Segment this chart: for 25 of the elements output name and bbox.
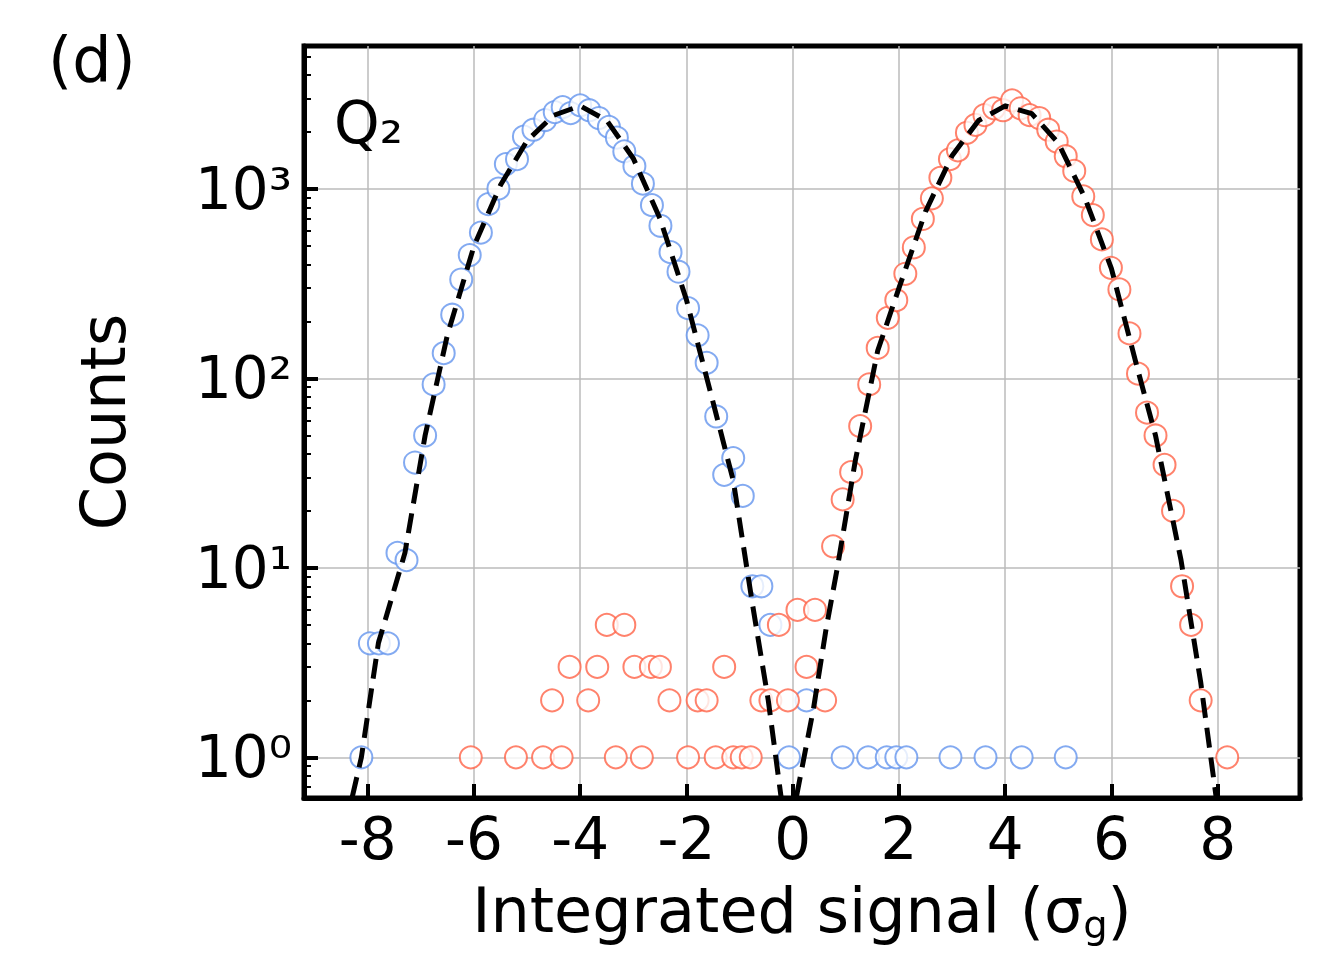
y-tick-label: 10³ (194, 155, 292, 224)
x-tick-label: 8 (1199, 805, 1237, 873)
point (1053, 745, 1078, 770)
y-tick-label: 10¹ (194, 533, 292, 602)
x-tick-label: 6 (1092, 805, 1130, 873)
annotation: Q₂ (334, 89, 403, 157)
point (894, 745, 919, 770)
x-tick-label: 0 (774, 805, 812, 873)
x-axis-title: Integrated signal (σg) (472, 874, 1132, 948)
x-tick-label: 2 (880, 805, 918, 873)
x-tick-label: -8 (338, 805, 397, 873)
y-tick-label: 10⁰ (194, 723, 292, 792)
x-tick-label: -6 (445, 805, 503, 873)
x-tick-label: -2 (657, 805, 716, 873)
point (749, 574, 774, 599)
point (830, 745, 855, 770)
point (777, 745, 801, 770)
y-tick-label: 10² (194, 344, 292, 413)
point (1009, 745, 1034, 770)
x-tick-label: -4 (551, 805, 610, 873)
point (973, 745, 998, 770)
x-tick-label: 4 (986, 805, 1024, 873)
text: (d) (48, 22, 136, 96)
point (938, 745, 963, 770)
y-axis-title: Counts (66, 313, 140, 531)
